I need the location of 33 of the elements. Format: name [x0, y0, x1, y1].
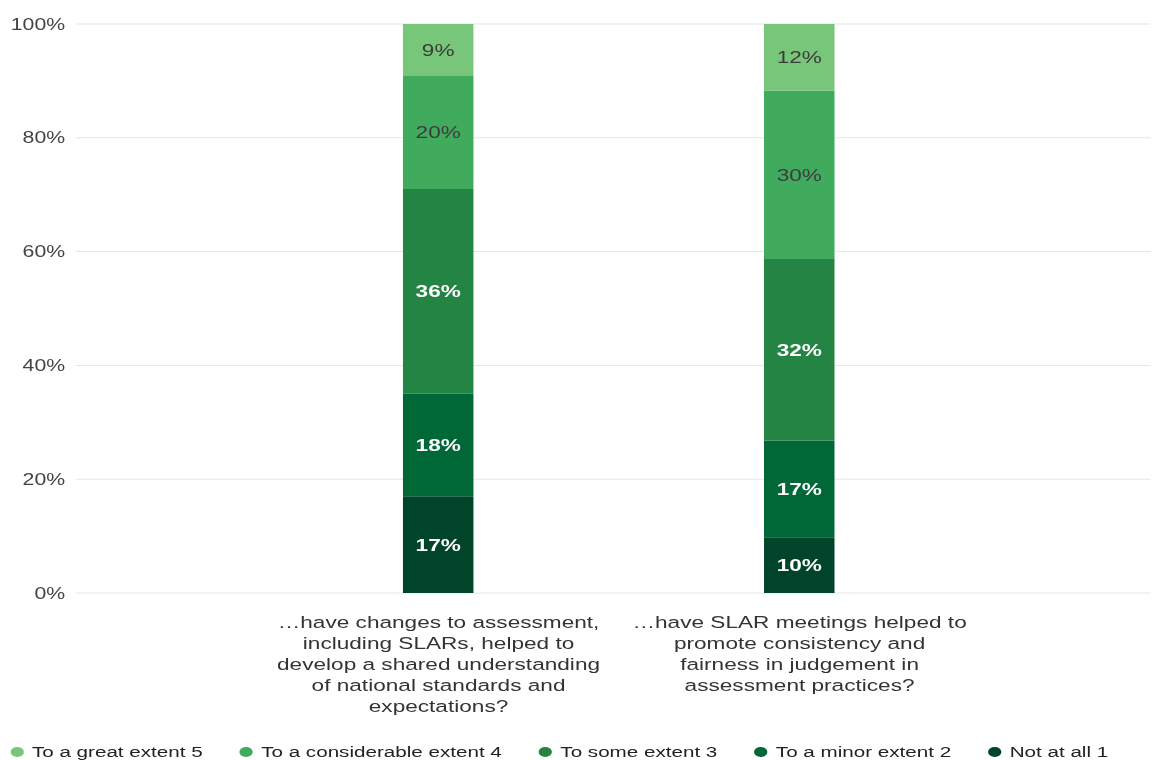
data-label: 18% — [415, 435, 462, 455]
legend-label: To some extent 3 — [560, 743, 718, 760]
data-label: 12% — [776, 47, 823, 67]
data-label: 30% — [776, 165, 823, 185]
data-label: 36% — [415, 282, 462, 301]
legend-label: To a great extent 5 — [31, 743, 203, 760]
data-label: 9% — [421, 40, 455, 59]
legend-label: To a considerable extent 4 — [261, 743, 502, 760]
y-tick-label: 60% — [22, 242, 66, 261]
x-tick-label: …have changes to assessment, including SLARs, helped to develop a shared understanding of national standards and expectations? — [277, 612, 601, 716]
y-tick-label: 0% — [34, 584, 66, 603]
data-label: 17% — [776, 479, 823, 499]
data-label: 20% — [415, 122, 462, 142]
legend-label: Not at all 1 — [1009, 743, 1109, 760]
y-tick-label: 20% — [22, 470, 66, 489]
bar — [402, 189, 474, 394]
bar — [402, 496, 474, 593]
y-tick-label: 100% — [10, 15, 66, 34]
y-tick-label: 80% — [22, 129, 66, 147]
y-tick-label: 40% — [22, 356, 66, 375]
data-label: 17% — [415, 535, 462, 554]
bar — [402, 24, 474, 76]
bar — [764, 90, 835, 259]
data-label: 32% — [776, 340, 823, 360]
bar — [764, 24, 835, 91]
bar — [764, 440, 835, 538]
bar — [764, 537, 835, 593]
data-label: 10% — [776, 555, 823, 575]
bar — [402, 393, 474, 497]
bar — [402, 75, 474, 190]
x-tick-label: …have SLAR meetings helped to promote consistency and fairness in judgement in assessment practices? — [632, 612, 967, 695]
legend-label: To a minor extent 2 — [775, 743, 952, 760]
bar — [764, 259, 835, 441]
